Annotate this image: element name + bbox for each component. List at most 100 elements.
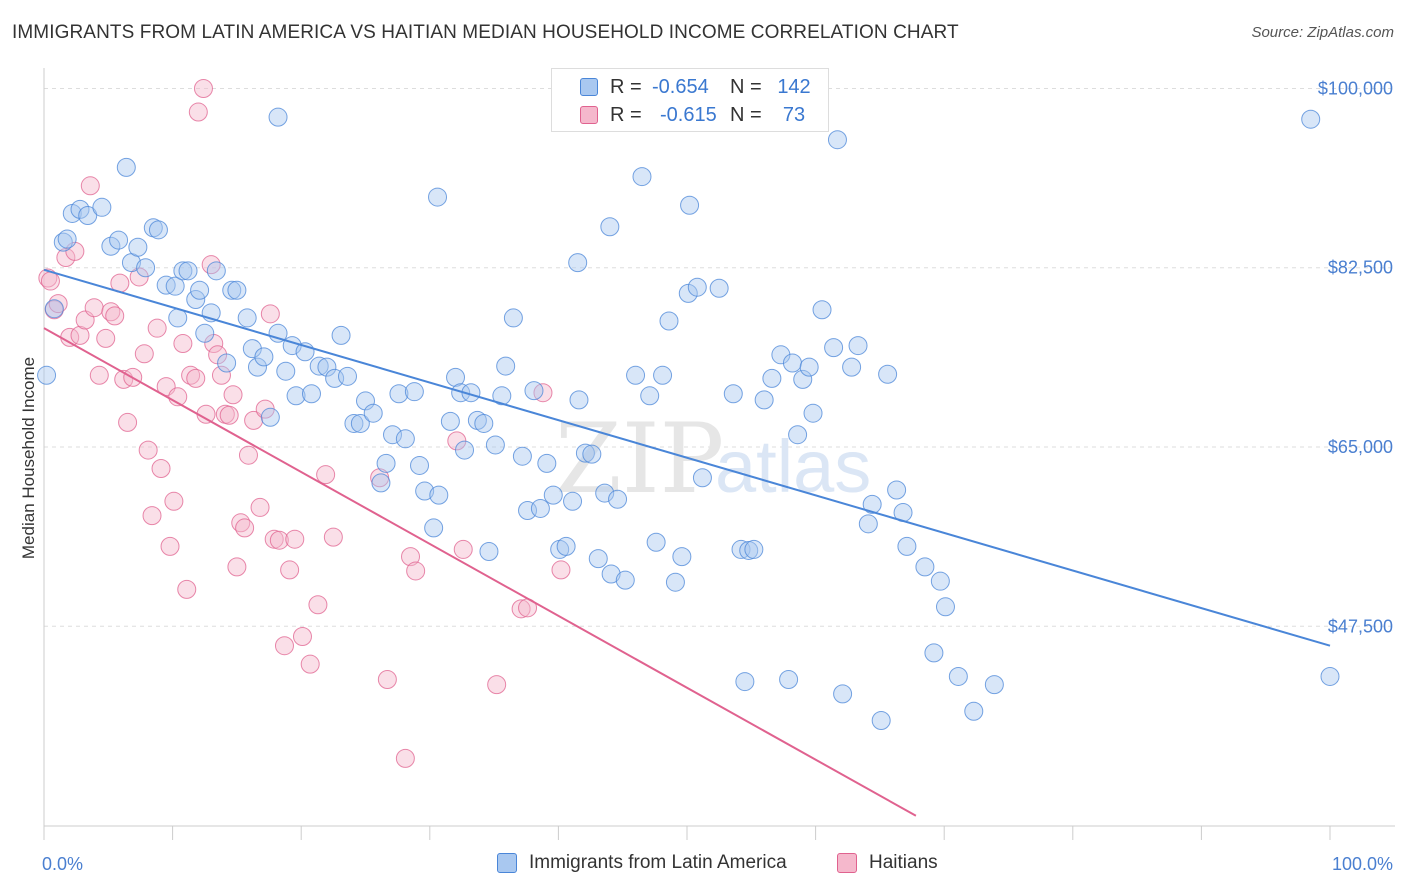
latin-america-point (128, 237, 148, 257)
latin-america-point (833, 684, 853, 704)
haitians-point (96, 328, 116, 348)
haitians-point (453, 539, 473, 559)
latin-america-point (78, 206, 98, 226)
latin-america-point (744, 539, 764, 559)
latin-america-point (803, 403, 823, 423)
haitians-points (38, 78, 571, 768)
latin-america-point (827, 130, 847, 150)
latin-america-point (309, 356, 329, 376)
latin-america-point (424, 518, 444, 538)
latin-america-point (600, 217, 620, 237)
chart-title: IMMIGRANTS FROM LATIN AMERICA VS HAITIAN… (12, 22, 959, 43)
haitians-point (280, 560, 300, 580)
latin-america-point (569, 390, 589, 410)
haitians-point (487, 675, 507, 695)
latin-america-point (935, 597, 955, 617)
latin-america-point (410, 455, 430, 475)
latin-america-point (286, 386, 306, 406)
latin-america-point (222, 280, 242, 300)
legend-n-value: 142 (777, 75, 811, 98)
haitians-point (147, 318, 167, 338)
latin-america-point (563, 491, 583, 511)
haitians-point (201, 255, 221, 275)
latin-america-point (428, 187, 448, 207)
latin-america-point (371, 473, 391, 493)
haitians-point (551, 560, 571, 580)
latin-america-point (344, 413, 364, 433)
x-tick-label: 100.0% (1332, 854, 1393, 874)
latin-america-point (779, 670, 799, 690)
latin-america-point (70, 199, 90, 219)
haitians-point (292, 627, 312, 646)
latin-america-point (190, 280, 210, 300)
latin-america-point (537, 453, 557, 473)
latin-america-point (268, 107, 288, 127)
haitians-point (80, 176, 100, 196)
latin-america-point (709, 278, 729, 298)
latin-america-point (479, 541, 499, 561)
y-tick-label: $47,500 (1328, 616, 1393, 636)
legend-swatch-blue (580, 78, 598, 96)
latin-america-point (793, 369, 813, 389)
haitians-point (308, 595, 328, 615)
latin-america-point (640, 386, 660, 406)
haitians-point (151, 459, 171, 479)
legend-r-label: R = (610, 75, 642, 98)
watermark-zip: ZIP (555, 403, 724, 515)
latin-america-point (415, 481, 435, 501)
chart-source: Source: ZipAtlas.com (1251, 24, 1394, 41)
latin-america-point (350, 413, 370, 433)
latin-america-point (496, 356, 516, 376)
bottom-legend-latin-america: Immigrants from Latin America (497, 852, 787, 874)
latin-america-point (659, 311, 679, 331)
haitians-point (511, 599, 531, 619)
latin-america-point (376, 453, 396, 473)
haitians-point (211, 365, 231, 385)
y-tick-label: $82,500 (1328, 258, 1393, 278)
latin-america-point (924, 643, 944, 663)
latin-america-point (543, 485, 563, 505)
latin-america-point (429, 485, 449, 505)
latin-america-point (871, 710, 891, 730)
latin-america-point (260, 407, 280, 427)
haitians-point (316, 465, 336, 485)
legend-swatch-pink (580, 106, 598, 124)
latin-america-point (887, 480, 907, 500)
x-tick-labels: 0.0% 100.0% (42, 854, 1393, 874)
latin-america-point (57, 229, 77, 249)
latin-america-point (799, 357, 819, 377)
latin-america-point (930, 571, 950, 591)
latin-america-point (735, 672, 755, 692)
latin-america-point (862, 494, 882, 514)
latin-america-point (653, 365, 673, 385)
latin-america-point (148, 220, 168, 240)
trend-lines (43, 268, 1331, 817)
latin-america-point (485, 435, 505, 455)
latin-america-point (858, 514, 878, 534)
latin-america-point (446, 367, 466, 387)
latin-america-point (568, 253, 588, 273)
haitians-point (323, 527, 343, 547)
latin-america-point (165, 276, 185, 296)
latin-america-point (503, 308, 523, 328)
latin-america-point (101, 236, 121, 256)
latin-america-point (395, 429, 415, 449)
latin-america-point (672, 547, 692, 567)
legend-row-haitians: R = -0.615 N = 73 (552, 101, 820, 129)
latin-america-point (337, 366, 357, 386)
latin-america-point (824, 338, 844, 358)
latin-america-point (301, 384, 321, 404)
latin-america-point (575, 443, 595, 463)
bottom-legend-swatch-blue (497, 853, 517, 873)
latin-america-point (1301, 109, 1321, 129)
latin-america-point (782, 353, 802, 373)
latin-america-point (762, 368, 782, 388)
haitians-point (227, 557, 247, 577)
latin-america-point (383, 425, 403, 445)
haitians-point (219, 405, 239, 425)
haitians-point (48, 294, 68, 314)
latin-america-point (984, 675, 1004, 695)
haitians-point (118, 412, 138, 432)
haitians-point (40, 271, 60, 291)
latin-america-point (582, 444, 602, 464)
